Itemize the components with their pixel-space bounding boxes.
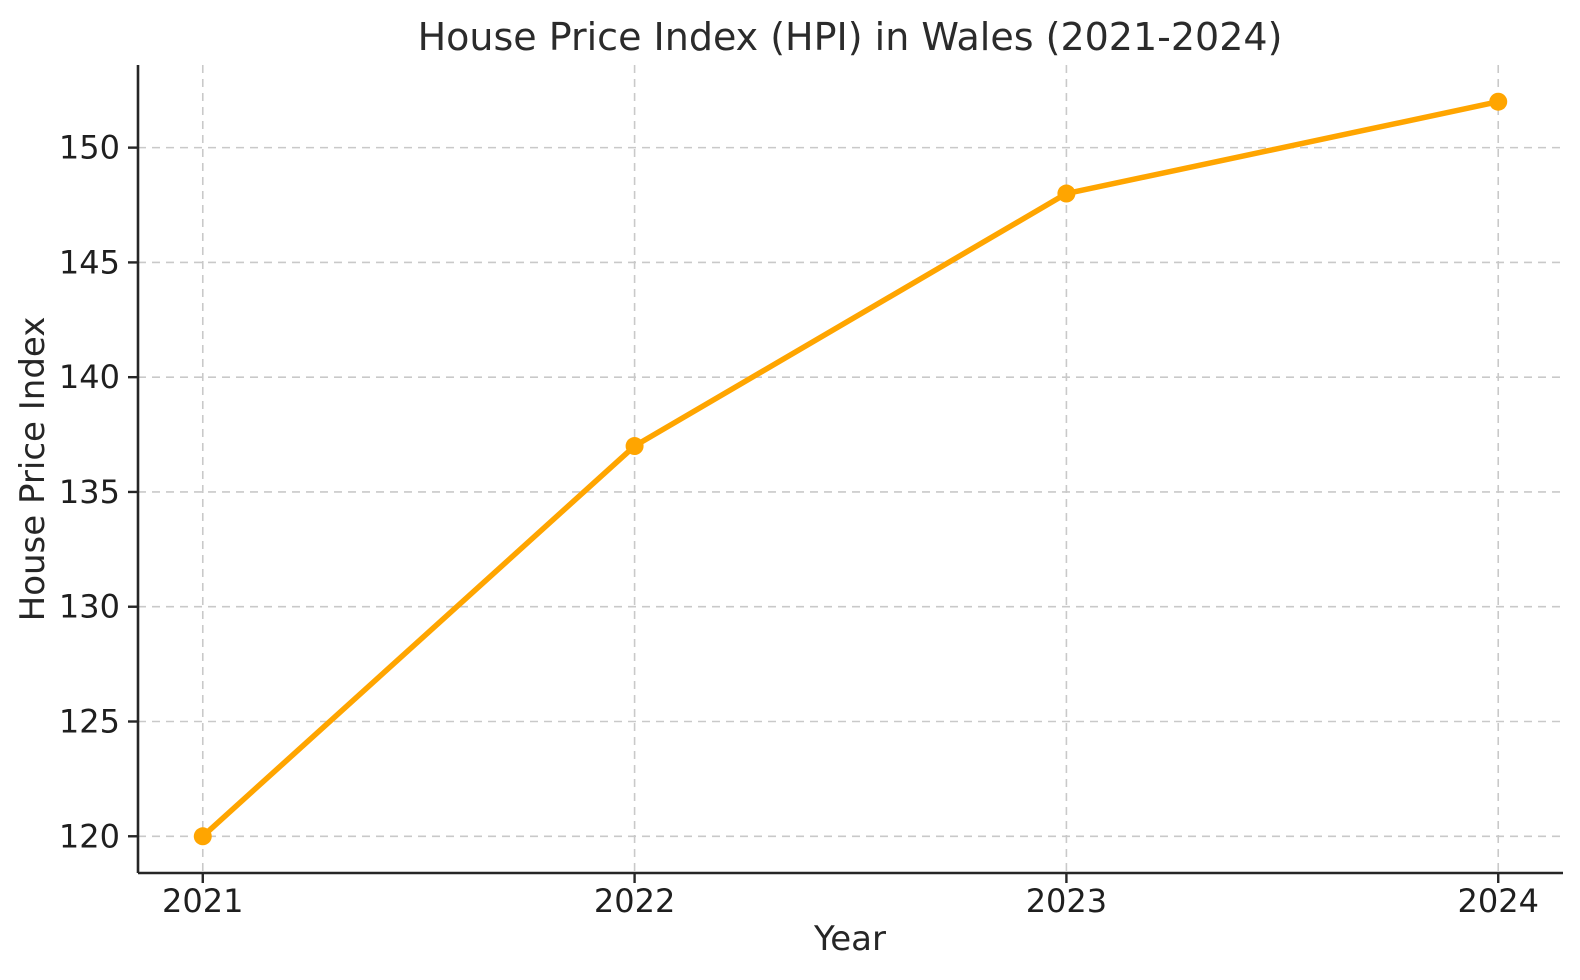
x-tick-labels: 2021 2022 2023 2024 bbox=[162, 882, 1539, 920]
data-point-2021 bbox=[193, 827, 212, 846]
y-tick-label: 120 bbox=[59, 817, 120, 855]
data-point-2022 bbox=[625, 437, 644, 456]
y-tick-labels: 120 125 130 135 140 145 150 bbox=[59, 129, 120, 856]
data-point-2024 bbox=[1489, 92, 1508, 111]
x-tick-label: 2024 bbox=[1458, 882, 1539, 920]
data-point-2023 bbox=[1057, 184, 1076, 203]
x-tick-label: 2023 bbox=[1026, 882, 1107, 920]
hpi-line bbox=[200, 98, 1501, 840]
y-tick-label: 145 bbox=[59, 243, 120, 281]
y-axis-label: House Price Index bbox=[13, 317, 53, 622]
gridlines bbox=[138, 65, 1563, 873]
y-tick-label: 135 bbox=[59, 473, 120, 511]
y-tick-label: 125 bbox=[59, 703, 120, 741]
y-tick-label: 140 bbox=[59, 358, 120, 396]
y-tick-label: 130 bbox=[59, 588, 120, 626]
x-axis-label: Year bbox=[813, 919, 886, 959]
axes-spines bbox=[136, 65, 1563, 875]
chart-title: House Price Index (HPI) in Wales (2021-2… bbox=[418, 15, 1283, 59]
x-tick-label: 2021 bbox=[162, 882, 243, 920]
y-tick-label: 150 bbox=[59, 129, 120, 167]
data-series bbox=[193, 92, 1508, 846]
x-tick-label: 2022 bbox=[594, 882, 675, 920]
tick-marks bbox=[128, 146, 1500, 883]
